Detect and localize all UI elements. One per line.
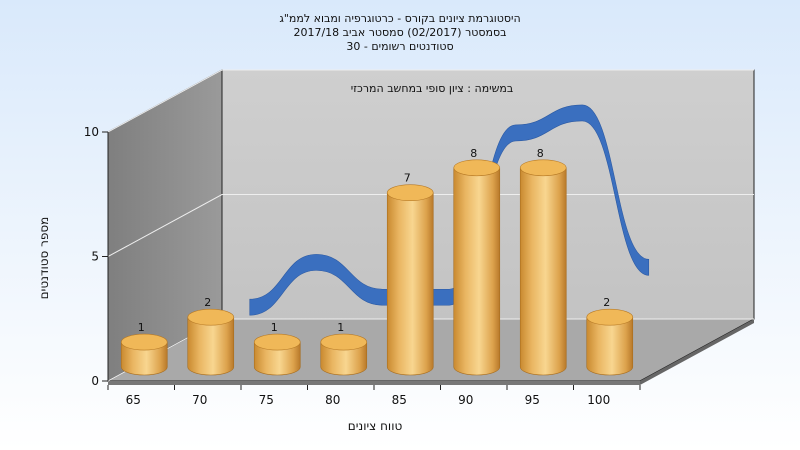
bar-100: 2 (586, 296, 634, 376)
chart-bars: 1 2 1 1 7 8 8 2 (120, 147, 634, 376)
bar-top-75 (253, 333, 301, 351)
bar-75: 1 (253, 321, 301, 376)
bar-value-label-90: 8 (470, 147, 477, 160)
bar-top-70 (187, 308, 235, 326)
chart-title-line-2: בסמסטר (02/2017) סמסטר אביב 2017/18 (293, 26, 506, 39)
x-axis-label: טווח ציונים (348, 419, 403, 433)
x-tick-label-85: 85 (392, 393, 407, 407)
bar-top-90 (453, 159, 501, 177)
bar-value-label-75: 1 (271, 321, 278, 334)
bar-value-label-95: 8 (537, 147, 544, 160)
bar-value-label-65: 1 (138, 321, 145, 334)
x-tick-label-80: 80 (325, 393, 340, 407)
bar-top-100 (586, 308, 634, 326)
bar-90: 8 (453, 147, 501, 376)
bar-top-95 (519, 159, 567, 177)
gridline-y-5 (107, 194, 754, 257)
bar-body-90 (453, 167, 501, 376)
bar-top-65 (120, 333, 168, 351)
bar-85: 7 (386, 172, 434, 376)
floor-edge-front (108, 381, 640, 385)
y-tick-label-5: 5 (91, 250, 99, 264)
bar-value-label-80: 1 (337, 321, 344, 334)
bar-70: 2 (187, 296, 235, 376)
bar-body-85 (386, 192, 434, 376)
bar-80: 1 (320, 321, 368, 376)
bar-value-label-100: 2 (603, 296, 610, 309)
floor-edge-side (640, 319, 754, 385)
x-tick-label-90: 90 (458, 393, 473, 407)
x-tick-label-70: 70 (192, 393, 207, 407)
bar-body-95 (519, 167, 567, 376)
y-tick-label-0: 0 (91, 374, 99, 388)
chart-ticks: 0 5 10 65 70 75 80 85 90 95 100 (84, 125, 641, 407)
bar-value-label-85: 7 (404, 172, 411, 185)
x-tick-label-95: 95 (525, 393, 540, 407)
chart-title-line-1: היסטוגרמת ציונים בקורס - כרטוגרפיה ומבוא… (279, 12, 520, 25)
bar-95: 8 (519, 147, 567, 376)
chart-title-line-3: סטודנטים רשומים - 30 (346, 40, 453, 53)
bar-body-100 (586, 316, 634, 376)
bar-body-65 (120, 341, 168, 376)
chart-annotation: במשימה : ציון סופי במחשב המרכזי (351, 82, 514, 95)
x-tick-label-100: 100 (587, 393, 610, 407)
bar-value-label-70: 2 (204, 296, 211, 309)
bar-top-85 (386, 184, 434, 201)
x-tick-label-75: 75 (259, 393, 274, 407)
bar-body-80 (320, 341, 368, 376)
x-tick-label-65: 65 (126, 393, 141, 407)
bar-body-70 (187, 316, 235, 376)
gridline-y-10 (107, 69, 754, 133)
y-tick-label-10: 10 (84, 125, 99, 139)
bar-body-75 (253, 341, 301, 376)
bar-65: 1 (120, 321, 168, 376)
y-axis-label: מספר סטודנטים (37, 217, 51, 300)
bar-top-80 (320, 333, 368, 351)
